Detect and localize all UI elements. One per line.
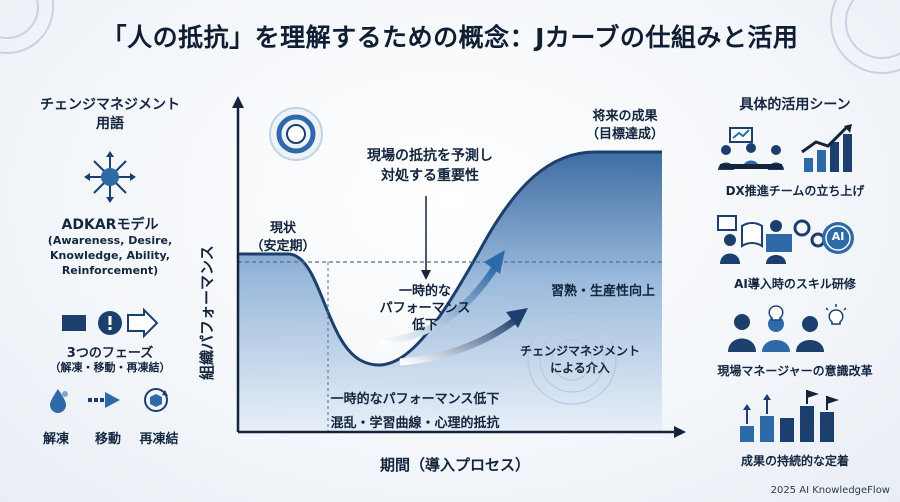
managers-idea-icon xyxy=(728,304,847,352)
mastery-label: 習熟・生産性向上 xyxy=(550,284,655,299)
adkar-description: (Awareness, Desire, Knowledge, Ability, … xyxy=(20,233,200,278)
x-axis-label: 期間（導入プロセス） xyxy=(379,456,530,474)
change-management-label: チェンジマネジメント による介入 xyxy=(500,343,660,377)
current-state-label: 現状 （安定期） xyxy=(248,220,318,256)
current-state-line: （安定期） xyxy=(250,239,316,254)
ai-badge: AI xyxy=(831,230,845,243)
predict-line: 現場の抵抗を予測し xyxy=(367,148,493,164)
page-title: 「人の抵抗」を理解するための概念：Jカーブの仕組みと活用 xyxy=(101,23,799,52)
dip-line: 一時的な xyxy=(398,284,451,299)
left-heading-line1: チェンジマネジメント xyxy=(40,97,180,113)
predict-line: 対処する重要性 xyxy=(381,168,479,184)
phase-label-refreeze: 再凍結 xyxy=(139,432,179,447)
scene-label-sustained: 成果の持続的な定着 xyxy=(740,454,849,468)
cm-line: チェンジマネジメント xyxy=(519,344,640,358)
cm-line: による介入 xyxy=(550,361,610,375)
intervention-arrow xyxy=(399,315,521,366)
phase-label-unfreeze: 解凍 xyxy=(42,432,69,447)
dip-line: パフォーマンス xyxy=(379,301,471,316)
left-heading: チェンジマネジメント 用語 xyxy=(20,96,200,134)
bottom-note-line: 一時的なパフォーマンス低下 xyxy=(330,392,500,407)
j-curve-area xyxy=(238,152,662,432)
adkar-line: Knowledge, Ability, xyxy=(50,249,170,262)
j-curve-line xyxy=(238,150,662,367)
sustained-results-icon xyxy=(740,390,839,442)
current-state-line: 現状 xyxy=(269,221,296,236)
adkar-line: (Awareness, Desire, xyxy=(47,234,173,247)
j-curve-chart xyxy=(232,96,686,438)
bottom-note-line: 混乱・学習曲線・心理的抵抗 xyxy=(330,416,500,431)
team-meeting-icon xyxy=(718,127,784,170)
bottom-note: 一時的なパフォーマンス低下 混乱・学習曲線・心理的抵抗 xyxy=(305,388,525,436)
footer-credit: 2025 AI KnowledgeFlow xyxy=(770,485,890,496)
network-hub-icon xyxy=(84,151,136,203)
growth-chart-icon xyxy=(801,124,852,172)
refreeze-icon xyxy=(144,388,168,412)
scene-label-dx-team: DX推進チームの立ち上げ xyxy=(725,184,865,198)
scene-label-ai-training: AI導入時のスキル研修 xyxy=(734,277,856,291)
adkar-title: ADKARモデル xyxy=(61,217,159,233)
dip-line: 低下 xyxy=(411,318,438,333)
future-line: 将来の成果 xyxy=(592,109,658,124)
dip-label: 一時的な パフォーマンス 低下 xyxy=(355,283,495,334)
right-heading: 具体的活用シーン xyxy=(739,97,851,113)
phases-subtitle: （解凍・移動・再凍結） xyxy=(49,361,171,374)
adkar-line: Reinforcement) xyxy=(61,264,159,277)
decor-ring xyxy=(845,0,900,59)
future-line: （目標達成） xyxy=(585,127,664,142)
predict-label: 現場の抵抗を予測し 対処する重要性 xyxy=(340,146,520,186)
y-axis-label: 組織パフォーマンス xyxy=(198,245,216,380)
phases-title: 3つのフェーズ xyxy=(66,346,154,361)
target-circle-icon xyxy=(269,107,323,161)
phase-label-move: 移動 xyxy=(94,432,121,447)
rising-arrow xyxy=(379,264,499,346)
future-result-label: 将来の成果 （目標達成） xyxy=(570,108,680,144)
left-heading-line2: 用語 xyxy=(96,116,124,132)
ai-training-icon xyxy=(717,215,854,264)
unfreeze-icon xyxy=(50,389,68,413)
move-arrow-icon xyxy=(88,392,120,408)
alert-arrow-icon xyxy=(62,308,159,338)
scene-label-manager-mindset: 現場マネージャーの意識改革 xyxy=(717,364,873,378)
